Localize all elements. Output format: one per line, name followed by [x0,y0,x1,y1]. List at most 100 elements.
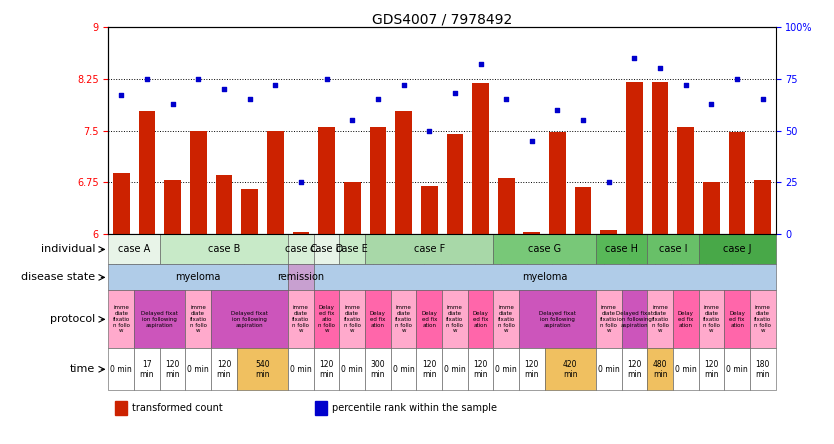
Text: 0 min: 0 min [110,365,132,374]
Bar [134,349,160,390]
Text: 0 min: 0 min [495,365,517,374]
Text: case C: case C [284,244,317,254]
Bar [699,290,724,349]
Bar [365,290,390,349]
Bar [442,349,468,390]
Bar [699,349,724,390]
Text: 120
min: 120 min [165,360,180,379]
Text: Delay
ed fix
ation: Delay ed fix ation [678,311,694,328]
Text: 120
min: 120 min [422,360,436,379]
Point [602,179,615,186]
Point [550,106,564,113]
Text: imme
diate
fixatio
n follo
w: imme diate fixatio n follo w [498,305,515,333]
Bar [215,175,232,234]
Text: remission: remission [278,272,324,282]
Bar [621,349,647,390]
Text: case G: case G [528,244,561,254]
Text: case I: case I [659,244,687,254]
Point [654,65,667,72]
Bar [365,349,390,390]
Bar [185,349,211,390]
Bar [724,290,750,349]
Point [500,96,513,103]
Text: percentile rank within the sample: percentile rank within the sample [332,403,497,413]
Text: imme
diate
fixatio
n follo
w: imme diate fixatio n follo w [754,305,771,333]
Text: case E: case E [336,244,368,254]
Title: GDS4007 / 7978492: GDS4007 / 7978492 [372,12,512,27]
Text: 0 min: 0 min [341,365,363,374]
Bar [621,290,647,349]
Bar [416,290,442,349]
Bar [549,132,565,234]
Bar [442,290,468,349]
Bar [677,127,694,234]
Bar [344,182,360,234]
Text: Delayed fixat
ion following
aspiration: Delayed fixat ion following aspiration [539,311,576,328]
Text: imme
diate
fixatio
n follo
w: imme diate fixatio n follo w [651,305,669,333]
Point [397,81,410,88]
Text: protocol: protocol [50,314,95,325]
Bar [369,127,386,234]
Text: imme
diate
fixatio
n follo
w: imme diate fixatio n follo w [292,305,309,333]
Bar [241,190,258,234]
Point [243,96,256,103]
Point [345,117,359,124]
Bar [185,290,211,349]
Bar [314,349,339,390]
Bar [339,290,365,349]
Text: Delayed fixat
ion following
aspiration: Delayed fixat ion following aspiration [141,311,178,328]
Text: 0 min: 0 min [393,365,414,374]
Bar [319,127,335,234]
Text: case F: case F [414,244,445,254]
Point [756,96,770,103]
Bar [673,290,699,349]
Point [269,81,282,88]
Text: individual: individual [41,244,95,254]
Point [474,60,487,67]
Bar [314,265,776,290]
Text: imme
diate
fixatio
n follo
w: imme diate fixatio n follo w [189,305,207,333]
Bar [647,234,699,265]
Bar [211,349,237,390]
Point [140,75,153,82]
Bar [652,82,669,234]
Text: transformed count: transformed count [132,403,223,413]
Text: Delay
ed fix
ation: Delay ed fix ation [729,311,745,328]
Bar [160,234,288,265]
Bar [160,349,185,390]
Bar [339,349,365,390]
Bar [237,349,288,390]
Text: 120
min: 120 min [319,360,334,379]
Text: 120
min: 120 min [217,360,231,379]
Text: 0 min: 0 min [726,365,748,374]
Point [576,117,590,124]
Text: Delayed fixat
ion following
aspiration: Delayed fixat ion following aspiration [231,311,268,328]
Bar [115,401,127,416]
Point [679,81,692,88]
Text: 0 min: 0 min [598,365,620,374]
Text: 0 min: 0 min [290,365,312,374]
Bar [600,230,617,234]
Bar [314,290,339,349]
Bar [626,82,643,234]
Bar [468,349,494,390]
Bar [390,290,416,349]
Bar [596,234,647,265]
Text: case B: case B [208,244,240,254]
Bar [596,349,621,390]
Bar [164,180,181,234]
Text: imme
diate
fixatio
n follo
w: imme diate fixatio n follo w [113,305,130,333]
Bar [365,234,494,265]
Text: 120
min: 120 min [627,360,641,379]
Text: 0 min: 0 min [188,365,209,374]
Bar [390,349,416,390]
Bar [729,132,746,234]
Bar [498,178,515,234]
Bar [673,349,699,390]
Bar [545,349,596,390]
Point [731,75,744,82]
Bar [468,290,494,349]
Point [705,100,718,107]
Point [217,85,230,92]
Bar [288,265,314,290]
